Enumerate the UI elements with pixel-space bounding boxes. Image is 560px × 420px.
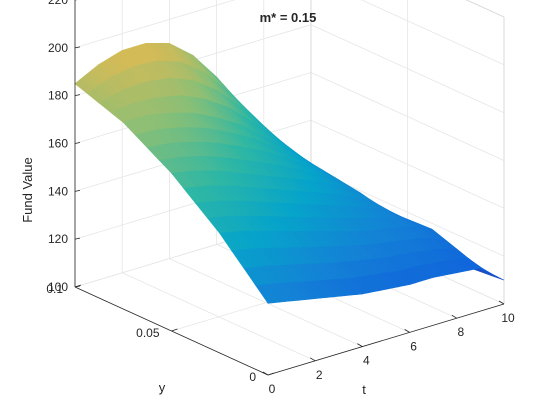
z-axis-label: Fund Value [20, 157, 35, 223]
x-tick-label: 6 [410, 339, 417, 353]
x-tick-mark [404, 329, 410, 333]
x-tick-mark [357, 343, 363, 347]
x-tick-mark [262, 371, 269, 376]
z-tick-mark [74, 237, 81, 240]
x-tick-label: 4 [363, 354, 370, 368]
z-tick-mark [74, 189, 81, 192]
y-tick-mark [171, 328, 178, 332]
y-tick-label: 0 [249, 370, 256, 384]
x-tick-label: 8 [457, 325, 464, 339]
x-tick-mark [498, 300, 505, 305]
axis-ticks: 100 120 140 160 180 200 220 0 0.05 0.1 0 2 4 6 8 10 [46, 0, 515, 396]
y-tick-label: 0.1 [46, 282, 63, 296]
y-tick-label: 0.05 [136, 326, 160, 340]
z-tick-label: 200 [48, 41, 68, 55]
surface-plot [74, 42, 505, 304]
y-tick-mark [74, 284, 82, 288]
x-axis-line [267, 303, 505, 376]
z-tick-label: 100 [48, 280, 68, 294]
x-tick-mark [451, 314, 458, 319]
chart-title: m* = 0.15 [260, 10, 317, 25]
grid-line [74, 0, 505, 66]
x-tick-label: 0 [269, 382, 276, 396]
z-tick-label: 140 [48, 184, 68, 198]
x-tick-label: 2 [316, 368, 323, 382]
y-axis-label: y [159, 380, 166, 395]
z-tick-mark [74, 46, 81, 49]
z-tick-mark [74, 94, 81, 97]
z-tick-mark [74, 142, 81, 144]
x-tick-label: 10 [501, 311, 515, 325]
z-tick-label: 160 [48, 137, 68, 151]
x-axis-label: t [362, 382, 366, 397]
z-tick-label: 220 [48, 0, 68, 7]
x-tick-mark [309, 357, 316, 362]
z-tick-label: 180 [48, 89, 68, 103]
surface-patch [255, 284, 275, 304]
box-edge [465, 0, 505, 18]
z-tick-label: 120 [48, 232, 68, 246]
